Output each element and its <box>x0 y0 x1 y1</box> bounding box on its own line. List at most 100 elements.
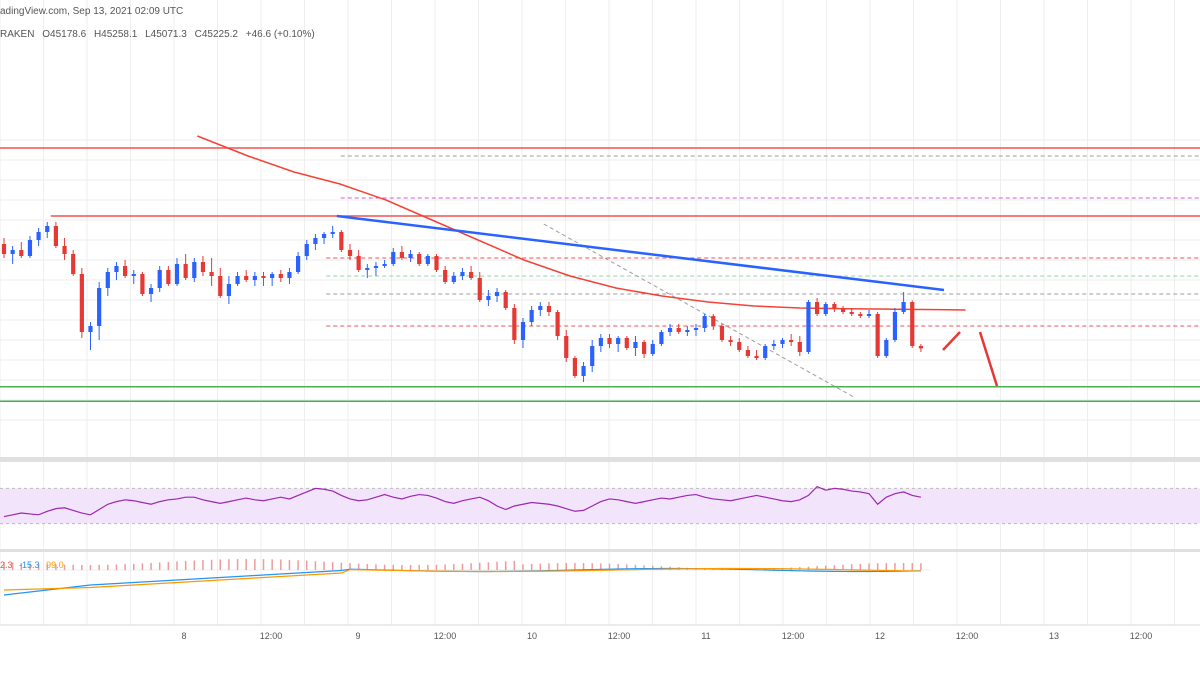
candle-body <box>806 302 811 352</box>
candle-body <box>918 346 923 349</box>
candle-body <box>667 328 673 332</box>
close-value: C45225.2 <box>194 29 238 40</box>
candle-body <box>451 276 456 282</box>
pane-separator <box>0 457 1200 462</box>
candle-body <box>598 338 603 346</box>
candle-body <box>564 336 569 358</box>
candle-body <box>365 268 370 270</box>
time-axis-label: 12:00 <box>1130 631 1153 641</box>
candle-body <box>434 256 439 270</box>
candle-body <box>114 266 119 272</box>
candle-body <box>910 302 915 346</box>
high-value: H45258.1 <box>93 29 138 40</box>
candle-body <box>754 356 759 358</box>
candle-body <box>53 226 58 246</box>
candle-body <box>304 244 309 256</box>
candle-body <box>650 344 655 354</box>
time-axis-label: 12 <box>875 631 885 641</box>
candle-body <box>581 366 586 376</box>
time-axis-label: 11 <box>701 631 710 641</box>
candle-body <box>148 288 154 294</box>
ohlc-legend: RAKEN O45178.6 H45258.1 L45071.3 C45225.… <box>0 29 320 40</box>
candle-body <box>123 266 128 276</box>
macd-value: 2.3 <box>0 560 13 570</box>
candle-body <box>382 264 387 266</box>
candle-body <box>780 340 785 344</box>
candle-body <box>590 346 595 366</box>
candle-body <box>79 274 84 332</box>
time-axis-label: 12:00 <box>434 631 457 641</box>
candle-body <box>572 358 577 376</box>
candle-body <box>685 330 690 332</box>
candle-body <box>642 342 647 354</box>
time-axis-label: 12:00 <box>260 631 283 641</box>
candle-body <box>218 276 223 296</box>
candle-body <box>460 272 465 276</box>
candle-body <box>901 302 906 312</box>
candle-body <box>27 240 33 256</box>
candle-body <box>157 270 162 288</box>
projection-line <box>942 331 961 351</box>
candle-body <box>702 316 707 328</box>
tradingview-watermark: adingView.com, Sep 13, 2021 02:09 UTC <box>0 6 184 17</box>
candle-body <box>209 272 214 276</box>
candle-body <box>728 340 733 342</box>
candle-body <box>469 272 474 278</box>
candle-body <box>529 310 534 322</box>
candle-body <box>815 302 820 314</box>
candle-body <box>330 232 335 234</box>
time-axis-label: 12:00 <box>608 631 631 641</box>
candle-body <box>174 264 180 284</box>
candle-body <box>19 250 24 256</box>
bearish-trendline <box>336 214 945 292</box>
candle-body <box>693 328 699 330</box>
candle-body <box>659 332 664 344</box>
candle-body <box>555 312 560 336</box>
low-value: L45071.3 <box>145 29 187 40</box>
candle-body <box>62 246 67 254</box>
projection-line <box>978 331 999 387</box>
time-axis-label: 8 <box>181 631 186 641</box>
candle-body <box>399 252 404 258</box>
candle-body <box>278 274 283 278</box>
candle-body <box>417 254 422 264</box>
candle-body <box>486 296 491 300</box>
fib-diagonal-line <box>543 223 856 399</box>
candle-body <box>892 312 898 340</box>
candle-body <box>616 338 621 344</box>
candle-body <box>356 256 361 270</box>
candle-body <box>425 256 430 264</box>
candle-body <box>261 276 266 278</box>
candle-body <box>477 278 482 300</box>
candle-body <box>391 252 396 264</box>
rsi-band <box>0 488 1200 524</box>
candle-body <box>71 254 76 274</box>
time-axis-label: 9 <box>355 631 360 641</box>
candle-body <box>373 266 379 268</box>
candle-body <box>771 344 776 346</box>
candle-body <box>270 274 275 278</box>
candle-body <box>226 284 231 296</box>
candle-body <box>347 250 353 256</box>
candle-body <box>797 342 802 352</box>
signal-line <box>3 567 921 591</box>
exchange-label: RAKEN <box>0 29 35 40</box>
candle-body <box>1 244 7 254</box>
candle-body <box>858 314 863 316</box>
candle-body <box>192 262 197 278</box>
candle-body <box>745 350 750 356</box>
candle-body <box>200 262 206 272</box>
time-axis-label: 13 <box>1049 631 1059 641</box>
candle-body <box>313 238 318 244</box>
candle-body <box>546 306 552 312</box>
candle-body <box>737 342 742 350</box>
candle-body <box>287 272 292 278</box>
candle-body <box>676 328 681 332</box>
candle-body <box>832 304 837 308</box>
signal-value: -15.3 <box>19 560 40 570</box>
candle-body <box>849 312 854 314</box>
candle-body <box>10 250 15 254</box>
candle-body <box>105 272 110 288</box>
candle-body <box>443 270 448 282</box>
